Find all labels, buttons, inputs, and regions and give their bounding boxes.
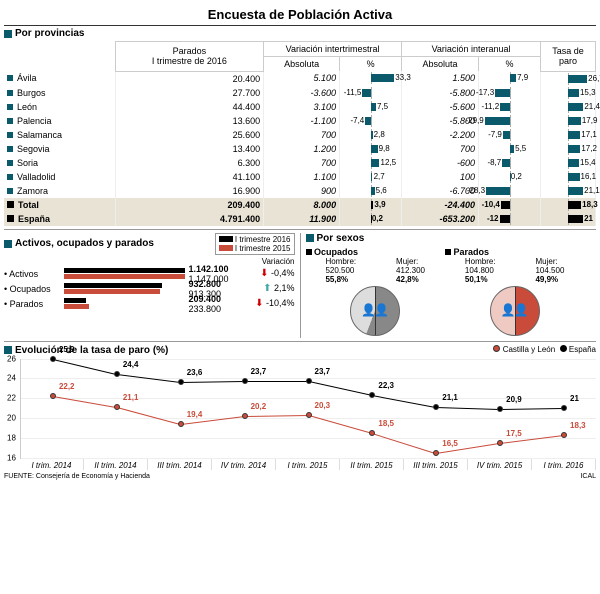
section-provinces: Por provincias <box>15 28 84 39</box>
evo-title: Evolución de la tasa de paro (%) <box>15 345 168 356</box>
table-row: Segovia 13.400 1.200 9,8 700 5,5 17,2 <box>4 142 596 156</box>
table-row: España 4.791.400 11.900 0,2 -653.200 -12… <box>4 212 596 226</box>
table-row: Soria 6.300 700 12,5 -600 -8,7 15,4 <box>4 156 596 170</box>
pie-ocupados: 👤👤 <box>350 286 400 336</box>
table-row: Ávila 20.400 5.100 33,3 1.500 7,9 26,7 <box>4 71 596 86</box>
table-row: Salamanca 25.600 700 2,8 -2.200 -7,9 17,… <box>4 128 596 142</box>
table-row: Valladolid 41.100 1.100 2,7 100 0,2 16,1 <box>4 170 596 184</box>
main-title: Encuesta de Población Activa <box>4 4 596 26</box>
table-row: Burgos 27.700 -3.600 -11,5 -5.800 -17,3 … <box>4 86 596 100</box>
aop-row: • Parados 209.400233.800 ⬇ -10,4% <box>4 297 295 311</box>
footer: FUENTE: Consejería de Economía y Haciend… <box>4 473 596 480</box>
sexos-title: Por sexos <box>317 233 365 244</box>
evo-chart: 16182022242625,924,423,623,723,722,321,1… <box>20 359 596 459</box>
aop-title: Activos, ocupados y parados <box>15 238 154 249</box>
aop-row: • Ocupados 932.800913.300 ⬆ 2,1% <box>4 282 295 296</box>
table-row: León 44.400 3.100 7,5 -5.600 -11,2 21,4 <box>4 100 596 114</box>
pie-parados: 👤👤 <box>490 286 540 336</box>
table-row: Total 209.400 8.000 3,9 -24.400 -10,4 18… <box>4 198 596 212</box>
table-row: Palencia 13.600 -1.100 -7,4 -5.800 -29,9… <box>4 114 596 128</box>
aop-row: • Activos 1.142.1001.147.000 ⬇ -0,4% <box>4 267 295 281</box>
table-row: Zamora 16.900 900 5,6 -6.700 -28,3 21,1 <box>4 184 596 198</box>
provinces-table: ParadosI trimestre de 2016 Variación int… <box>4 41 596 226</box>
